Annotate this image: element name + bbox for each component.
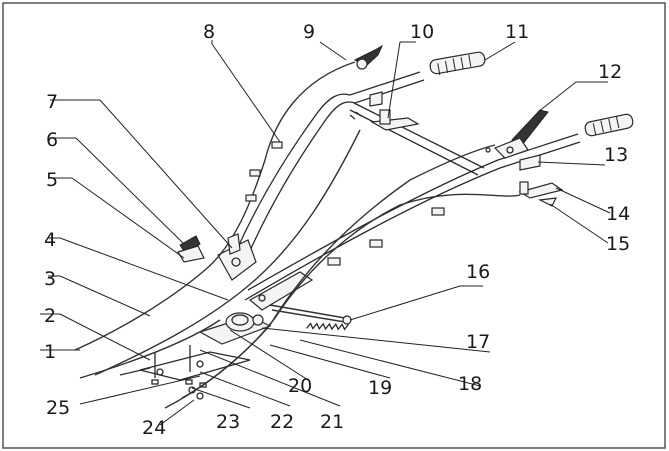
part-10-bracket [349,91,420,131]
callout-labels: 1 2 3 4 5 6 7 8 9 10 11 12 13 14 15 16 1… [44,21,630,439]
callout-13: 13 [604,144,628,166]
callout-8: 8 [203,21,215,43]
callout-9: 9 [303,21,315,43]
part-5-knob [177,235,205,263]
callout-2: 2 [44,305,56,327]
callout-7: 7 [46,91,58,113]
base-mount [119,312,272,400]
callout-20: 20 [288,375,312,397]
cables [74,61,521,409]
callout-19: 19 [368,377,392,399]
callout-14: 14 [606,203,630,225]
callout-18: 18 [458,373,482,395]
callout-21: 21 [320,411,344,433]
part-12-lever [485,109,549,159]
part-13-bracket [519,154,541,171]
callout-22: 22 [270,411,294,433]
part-9-lever [353,44,384,70]
callout-1: 1 [44,341,56,363]
part-7-clamp [227,233,241,255]
callout-6: 6 [46,129,58,151]
right-grip [584,113,634,137]
part-14-lever [518,181,564,207]
handlebar-assembly [217,51,634,311]
callout-11: 11 [505,21,529,43]
callout-23: 23 [216,411,240,433]
callout-15: 15 [606,233,630,255]
leader-lines [40,40,611,426]
part-8-clip [245,141,283,202]
left-grip [429,51,486,76]
callout-10: 10 [410,21,434,43]
callout-25: 25 [46,397,70,419]
callout-17: 17 [466,331,490,353]
callout-5: 5 [46,169,58,191]
callout-3: 3 [44,268,56,290]
callout-12: 12 [598,61,622,83]
callout-16: 16 [466,261,490,283]
callout-24: 24 [142,417,166,439]
cable-clips [327,207,445,266]
callout-4: 4 [44,229,56,251]
